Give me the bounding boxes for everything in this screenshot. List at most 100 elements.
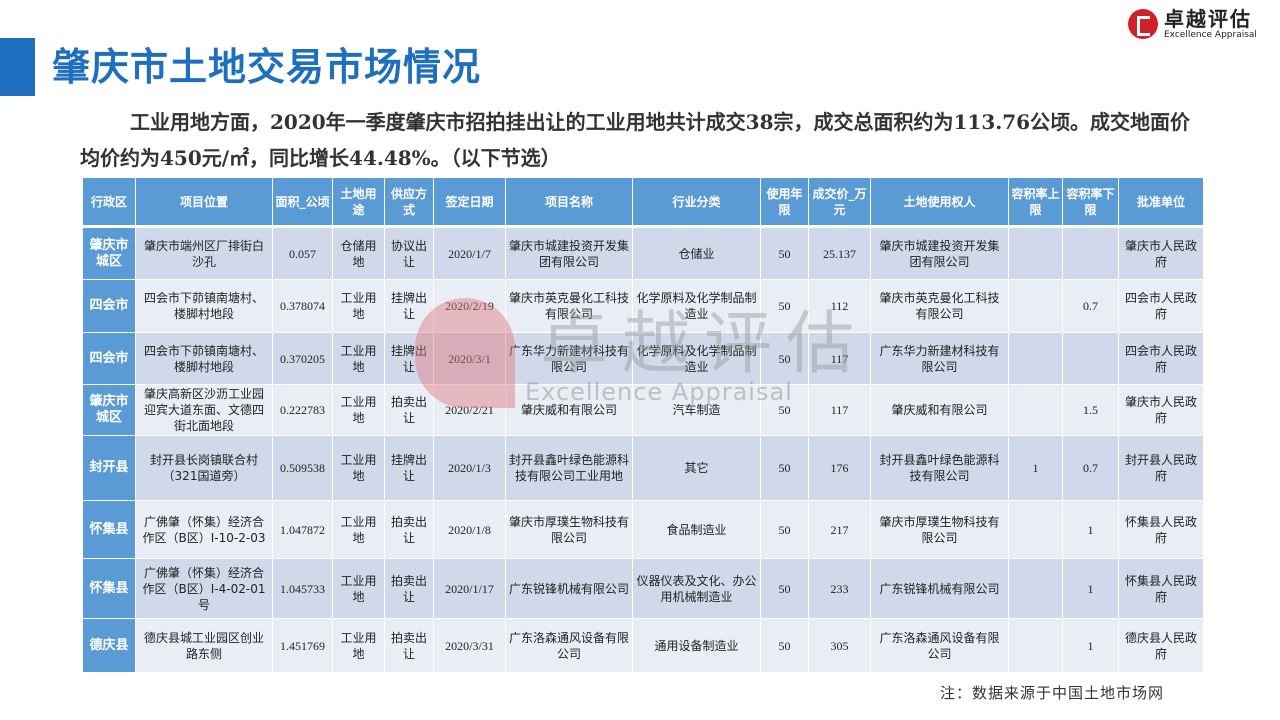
table-cell: 工业用地: [332, 618, 385, 673]
column-header: 土地使用权人: [870, 177, 1009, 228]
table-cell: 德庆县: [82, 618, 136, 673]
table-row: 四会市 四会市下茆镇南塘村、楼脚村地段 0.370205 工业用地 挂牌出让 2020/3…: [82, 332, 1204, 385]
table-cell: 工业用地: [332, 500, 385, 559]
column-header: 行业分类: [632, 177, 761, 228]
table-cell: 仓储用地: [332, 226, 385, 280]
table-cell: 50: [760, 332, 809, 385]
column-header: 项目位置: [135, 177, 273, 228]
table-cell: 0.370205: [272, 332, 333, 385]
intro-paragraph: 工业用地方面，2020年一季度肇庆市招拍挂出让的工业用地共计成交38宗，成交总面…: [80, 110, 1191, 170]
table-cell: 仓储业: [632, 226, 761, 280]
table-row: 封开县 封开县长岗镇联合村（321国道旁） 0.509538 工业用地 挂牌出让 2020…: [82, 435, 1204, 501]
table-cell: 工业用地: [332, 558, 385, 619]
column-header: 项目名称: [505, 177, 633, 228]
table-cell: 拍卖出让: [384, 500, 434, 559]
table-cell: 封开县人民政府: [1118, 435, 1204, 501]
table-cell: 工业用地: [332, 332, 385, 385]
table-cell: 肇庆威和有限公司: [505, 384, 633, 436]
table-cell: 0.7: [1062, 435, 1119, 501]
table-cell: 封开县长岗镇联合村（321国道旁）: [135, 435, 273, 501]
table-row: 四会市 四会市下茆镇南塘村、楼脚村地段 0.378074 工业用地 挂牌出让 2020/2…: [82, 279, 1204, 333]
table-cell: 怀集县人民政府: [1118, 558, 1204, 619]
table-cell: 2020/1/3: [433, 435, 506, 501]
table-cell: 50: [760, 618, 809, 673]
table-cell: 挂牌出让: [384, 279, 434, 333]
table-cell: [1062, 226, 1119, 280]
table-cell: 1.045733: [272, 558, 333, 619]
table-cell: 1.451769: [272, 618, 333, 673]
table-cell: 肇庆高新区沙沥工业园迎宾大道东面、文德四街北面地段: [135, 384, 273, 436]
table-cell: 2020/2/21: [433, 384, 506, 436]
table-cell: 2020/1/7: [433, 226, 506, 280]
table-cell: [1008, 384, 1063, 436]
table-cell: 肇庆市英克曼化工科技有限公司: [505, 279, 633, 333]
table-cell: 肇庆市城建投资开发集团有限公司: [870, 226, 1009, 280]
table-cell: 1: [1062, 618, 1119, 673]
table-cell: 广东锐锋机械有限公司: [505, 558, 633, 619]
page-title: 肇庆市土地交易市场情况: [52, 45, 482, 89]
table-cell: 广佛肇（怀集）经济合作区（B区）I-10-2-03: [135, 500, 273, 559]
table-row: 怀集县 广佛肇（怀集）经济合作区（B区）I-4-02-01号 1.045733 工业用…: [82, 558, 1204, 619]
table-row: 怀集县 广佛肇（怀集）经济合作区（B区）I-10-2-03 1.047872 工业用地…: [82, 500, 1204, 559]
table-cell: 封开县鑫叶绿色能源科技有限公司: [870, 435, 1009, 501]
table-cell: 50: [760, 435, 809, 501]
title-accent-bar: [0, 38, 35, 96]
table-cell: 广佛肇（怀集）经济合作区（B区）I-4-02-01号: [135, 558, 273, 619]
table-cell: 0.378074: [272, 279, 333, 333]
table-cell: 通用设备制造业: [632, 618, 761, 673]
table-cell: 肇庆市人民政府: [1118, 226, 1204, 280]
table-cell: 其它: [632, 435, 761, 501]
table-cell: 肇庆市英克曼化工科技有限公司: [870, 279, 1009, 333]
table-cell: 2020/3/31: [433, 618, 506, 673]
table-cell: 肇庆市人民政府: [1118, 384, 1204, 436]
logo: 卓越评估 Excellence Appraisal: [1128, 8, 1257, 40]
table-cell: 协议出让: [384, 226, 434, 280]
table-cell: 肇庆威和有限公司: [870, 384, 1009, 436]
logo-cn: 卓越评估: [1164, 7, 1252, 31]
table-cell: 封开县: [82, 435, 136, 501]
table-cell: 1: [1008, 435, 1063, 501]
column-header: 使用年限: [760, 177, 809, 228]
table-cell: 217: [808, 500, 871, 559]
table-cell: 四会市: [82, 279, 136, 333]
logo-icon: [1128, 9, 1158, 39]
table-cell: 广东华力新建材科技有限公司: [505, 332, 633, 385]
table-row: 肇庆市城区 肇庆市端州区厂排街白沙孔 0.057 仓储用地 协议出让 2020/1/7 肇庆…: [82, 226, 1204, 280]
column-header: 签定日期: [433, 177, 506, 228]
table-cell: 挂牌出让: [384, 332, 434, 385]
table-row: 肇庆市城区 肇庆高新区沙沥工业园迎宾大道东面、文德四街北面地段 0.222783 工业…: [82, 384, 1204, 436]
table-cell: 112: [808, 279, 871, 333]
table-cell: [1008, 500, 1063, 559]
table-cell: 0.222783: [272, 384, 333, 436]
table-cell: 1.047872: [272, 500, 333, 559]
table-cell: 四会市: [82, 332, 136, 385]
table-cell: 仪器仪表及文化、办公用机械制造业: [632, 558, 761, 619]
table-cell: 工业用地: [332, 435, 385, 501]
table-cell: 0.509538: [272, 435, 333, 501]
table-cell: 2020/3/1: [433, 332, 506, 385]
table-cell: 117: [808, 332, 871, 385]
table-cell: 2020/1/17: [433, 558, 506, 619]
table-cell: 233: [808, 558, 871, 619]
table-cell: 四会市人民政府: [1118, 279, 1204, 333]
table-cell: 怀集县人民政府: [1118, 500, 1204, 559]
table-cell: 50: [760, 384, 809, 436]
table-cell: [1008, 618, 1063, 673]
column-header: 成交价_万元: [808, 177, 871, 228]
column-header: 行政区: [82, 177, 136, 228]
table-cell: [1008, 279, 1063, 333]
table-cell: 封开县鑫叶绿色能源科技有限公司工业用地: [505, 435, 633, 501]
land-transactions-table: 行政区 项目位置 面积_公顷 土地用途 供应方式 签定日期 项目名称 行业分类 使用年限 成交价_…: [82, 177, 1204, 673]
table-cell: 化学原料及化学制品制造业: [632, 332, 761, 385]
table-cell: 肇庆市厚璞生物科技有限公司: [505, 500, 633, 559]
table-cell: [1062, 332, 1119, 385]
table-cell: 50: [760, 558, 809, 619]
table-cell: 四会市人民政府: [1118, 332, 1204, 385]
table-cell: 广东洛森通风设备有限公司: [505, 618, 633, 673]
table-cell: 50: [760, 500, 809, 559]
table-cell: 四会市下茆镇南塘村、楼脚村地段: [135, 332, 273, 385]
table-cell: 1: [1062, 558, 1119, 619]
table-cell: 117: [808, 384, 871, 436]
table-cell: 德庆县城工业园区创业路东侧: [135, 618, 273, 673]
table-cell: 工业用地: [332, 384, 385, 436]
